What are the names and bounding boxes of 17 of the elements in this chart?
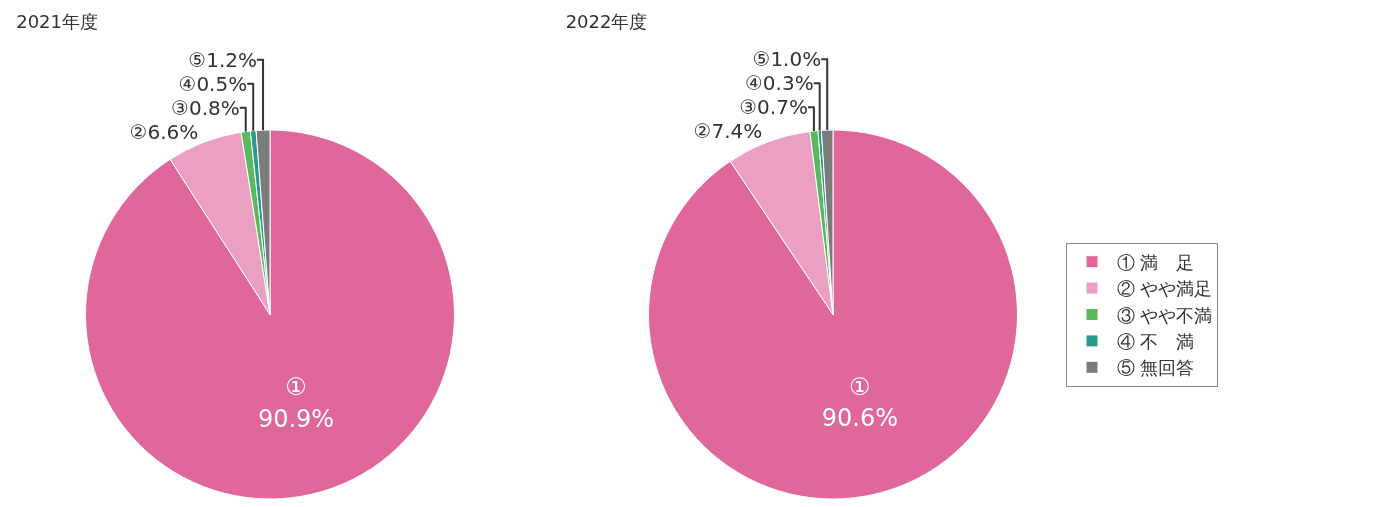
legend-label: ⑤ 無回答 xyxy=(1117,355,1194,380)
data-label: ④0.5% xyxy=(178,71,248,96)
legend-label: ④ 不 満 xyxy=(1117,328,1194,353)
data-label: ②6.6% xyxy=(129,119,199,144)
data-label: ① 90.6% xyxy=(821,373,898,433)
data-label: ④0.3% xyxy=(744,71,814,96)
legend-label: ① 満 足 xyxy=(1117,249,1194,274)
data-label: ③0.8% xyxy=(170,95,240,120)
data-label: ③0.7% xyxy=(739,95,808,120)
data-label: ②7.4% xyxy=(693,119,763,144)
chart-title: 2022年度 xyxy=(565,10,648,32)
data-label: ⑤1.0% xyxy=(752,47,822,72)
data-label: ⑤1.2% xyxy=(188,47,258,72)
chart-title: 2021年度 xyxy=(16,10,99,32)
legend-label: ③ やや不満 xyxy=(1117,302,1212,327)
data-label: ① 90.9% xyxy=(257,373,335,433)
legend-label: ② やや満足 xyxy=(1117,276,1212,301)
